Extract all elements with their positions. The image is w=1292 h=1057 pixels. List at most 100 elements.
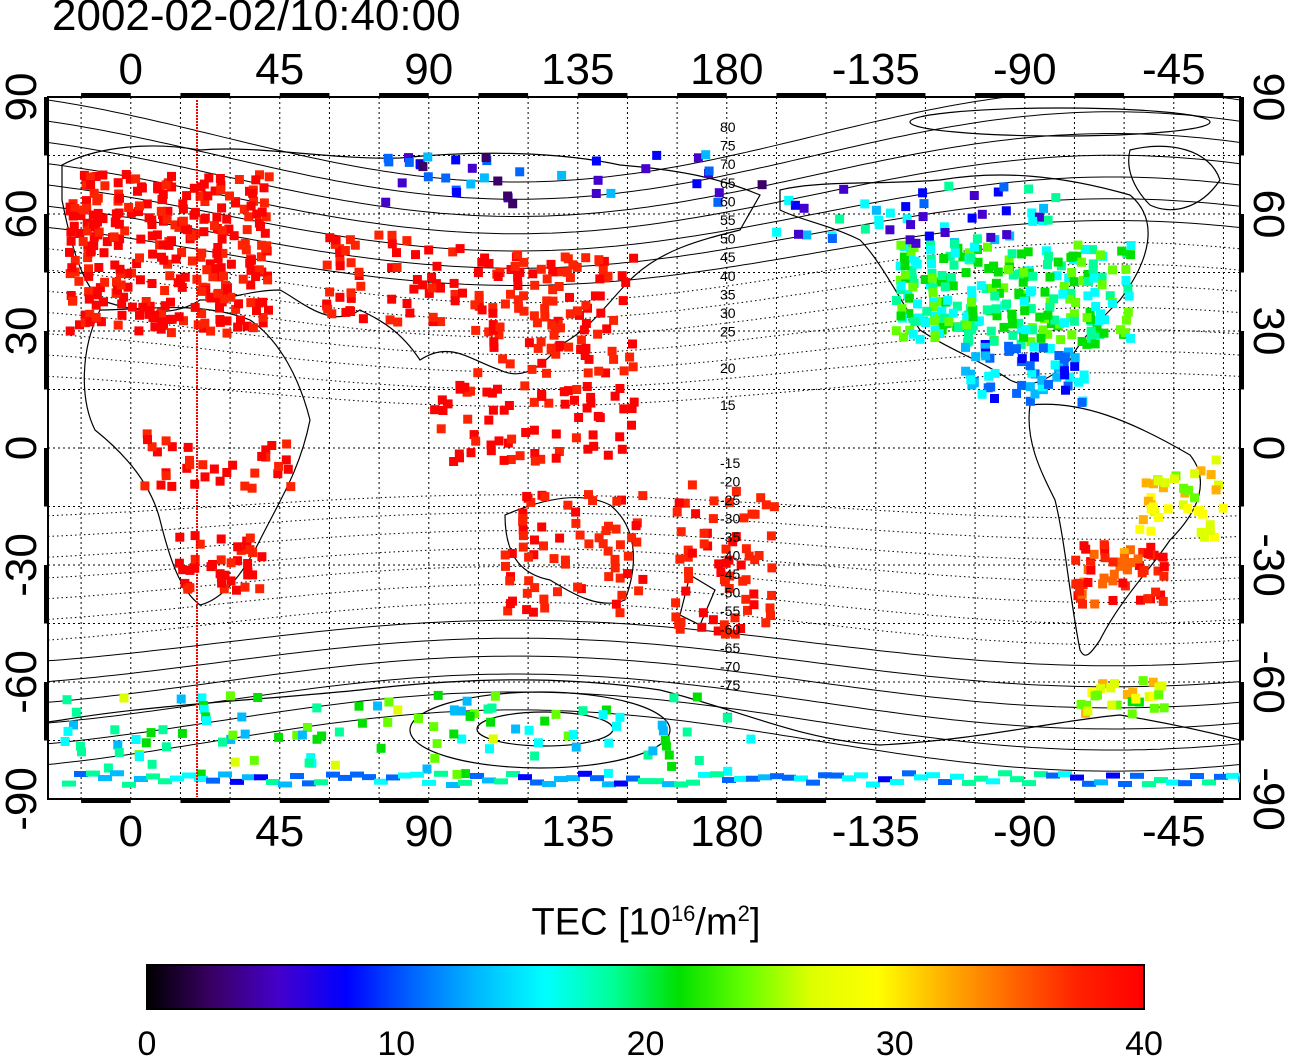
tec-cell bbox=[722, 713, 732, 723]
tec-cell bbox=[980, 342, 990, 352]
contour-label: -55 bbox=[720, 603, 740, 619]
tec-cell bbox=[1142, 781, 1156, 788]
colorbar-title-exponent: 16 bbox=[670, 901, 696, 926]
tec-cell bbox=[158, 240, 168, 250]
tec-cell bbox=[563, 500, 573, 510]
tec-cell bbox=[638, 491, 648, 501]
tec-cell bbox=[1123, 284, 1133, 294]
tec-cell bbox=[443, 399, 453, 409]
tec-cell bbox=[968, 321, 978, 331]
tec-cell bbox=[119, 693, 129, 703]
tec-cell bbox=[990, 394, 999, 403]
tec-cell bbox=[1122, 565, 1132, 575]
tec-cell bbox=[926, 254, 936, 264]
tec-cell bbox=[1105, 291, 1115, 301]
tec-cell bbox=[615, 432, 625, 442]
tec-cell bbox=[551, 709, 561, 719]
tec-cell bbox=[115, 193, 124, 203]
top-lon-tick: 90 bbox=[404, 45, 453, 94]
tec-cell bbox=[338, 774, 352, 781]
magnetic-contour bbox=[48, 372, 1240, 407]
tec-cell bbox=[486, 440, 496, 450]
tec-cell bbox=[1160, 478, 1170, 488]
tec-cell bbox=[484, 415, 494, 425]
tec-cell bbox=[256, 252, 266, 262]
tec-cell bbox=[147, 231, 157, 241]
edge-bar bbox=[1240, 214, 1244, 273]
tec-cell bbox=[202, 716, 211, 726]
tec-cell bbox=[1120, 328, 1130, 338]
tec-cell bbox=[71, 707, 81, 717]
tec-cell bbox=[1008, 270, 1018, 280]
tec-cell bbox=[228, 730, 238, 740]
tec-cell bbox=[920, 275, 930, 284]
tec-cell bbox=[719, 620, 729, 630]
tec-cell bbox=[1044, 379, 1053, 389]
tec-cell bbox=[249, 196, 259, 206]
tec-cell bbox=[895, 261, 905, 271]
tec-cell bbox=[1034, 212, 1044, 222]
tec-cell bbox=[1060, 352, 1070, 362]
tec-cell bbox=[513, 250, 523, 260]
tec-cell bbox=[878, 776, 892, 783]
tec-cell bbox=[632, 537, 642, 547]
tec-cell bbox=[1090, 599, 1100, 609]
tec-cell bbox=[434, 770, 448, 777]
tec-cell bbox=[1017, 380, 1027, 390]
tec-cell bbox=[222, 284, 232, 294]
tec-cell bbox=[537, 358, 547, 368]
tec-cell bbox=[1100, 553, 1110, 563]
tec-cell bbox=[542, 368, 551, 378]
tec-cell bbox=[1004, 341, 1014, 351]
tec-cell bbox=[488, 320, 498, 330]
tec-cell bbox=[697, 622, 707, 632]
tec-cell bbox=[631, 521, 641, 531]
tec-cell bbox=[1070, 774, 1084, 781]
contour-label: 15 bbox=[720, 397, 736, 413]
edge-bar bbox=[81, 799, 131, 803]
tec-cell bbox=[189, 183, 199, 193]
tec-cell bbox=[522, 491, 532, 501]
tec-cell bbox=[384, 697, 394, 707]
tec-cell bbox=[1024, 184, 1034, 194]
tec-cell bbox=[449, 457, 459, 466]
tec-cell bbox=[948, 281, 958, 291]
tec-cell bbox=[709, 496, 719, 506]
tec-cell bbox=[612, 721, 621, 731]
tec-cell bbox=[484, 327, 494, 337]
tec-cell bbox=[518, 508, 528, 518]
tec-cell bbox=[660, 735, 670, 745]
tec-cell bbox=[1058, 771, 1072, 778]
tec-cell bbox=[908, 282, 918, 292]
tec-cell bbox=[1027, 368, 1037, 378]
tec-cell bbox=[687, 480, 697, 490]
tec-cell bbox=[215, 476, 225, 486]
tec-cell bbox=[952, 301, 962, 311]
tec-cell bbox=[770, 773, 784, 780]
tec-cell bbox=[603, 546, 613, 556]
tec-cell bbox=[1094, 779, 1108, 786]
tec-cell bbox=[937, 271, 947, 280]
tec-cell bbox=[495, 322, 505, 332]
tec-cell bbox=[176, 694, 186, 704]
tec-cell bbox=[448, 247, 458, 257]
tec-cell bbox=[215, 315, 225, 324]
tec-cell bbox=[1094, 316, 1104, 326]
tec-cell bbox=[604, 738, 614, 748]
tec-cell bbox=[871, 205, 881, 215]
tec-cell bbox=[326, 771, 340, 778]
tec-cell bbox=[147, 759, 157, 769]
tec-cell bbox=[992, 311, 1002, 321]
tec-cell bbox=[1064, 273, 1074, 283]
left-lat-tick: -90 bbox=[0, 767, 46, 831]
tec-cell bbox=[63, 726, 73, 736]
magnetic-contour bbox=[48, 655, 1240, 709]
tec-cell bbox=[191, 229, 201, 239]
contour-label: -20 bbox=[720, 474, 740, 490]
tec-cell bbox=[1151, 587, 1161, 597]
tec-cell bbox=[312, 703, 322, 713]
tec-cell bbox=[542, 274, 552, 284]
tec-cell bbox=[576, 335, 586, 345]
tec-cell bbox=[222, 214, 232, 224]
tec-cell bbox=[304, 758, 314, 768]
